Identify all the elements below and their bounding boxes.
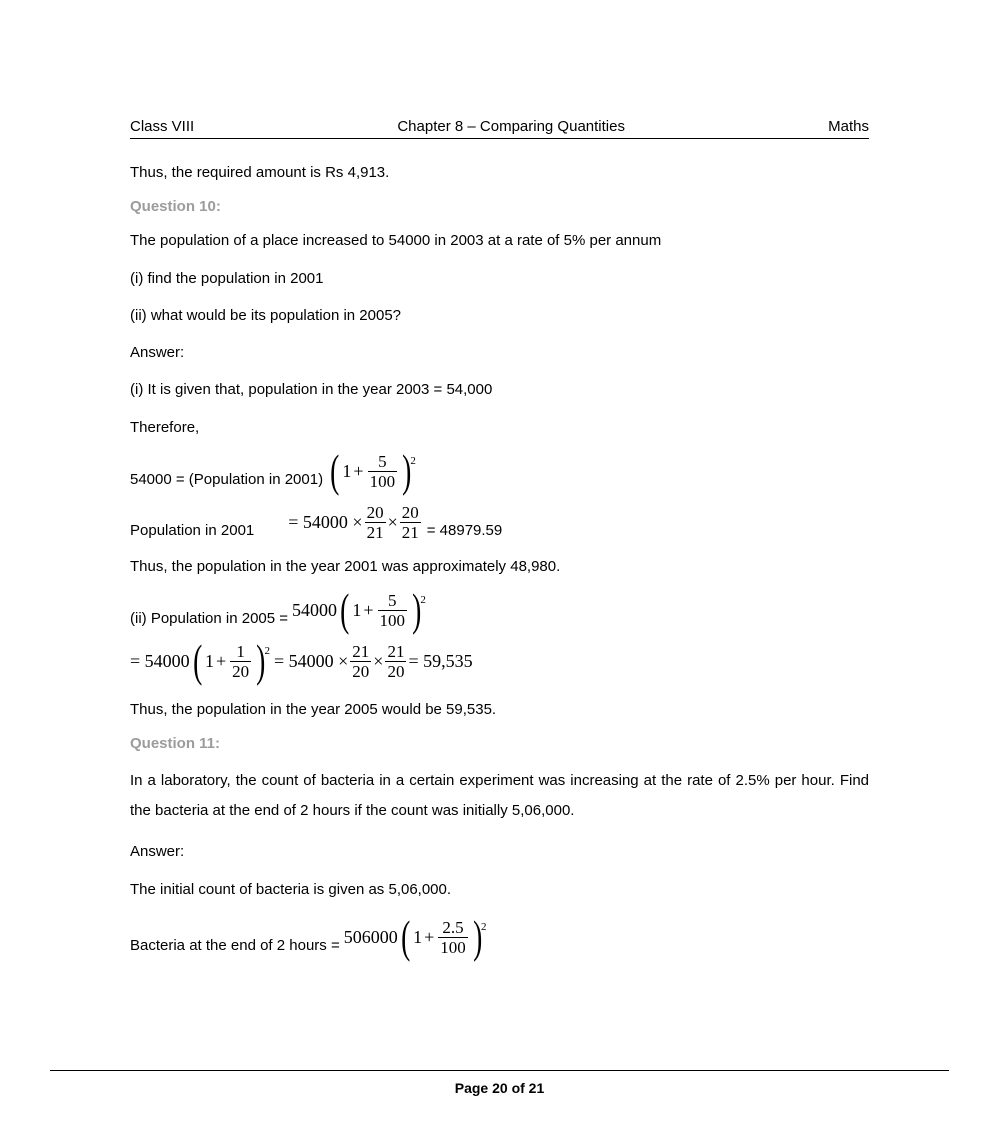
page-content: Class VIII Chapter 8 – Comparing Quantit… [0,0,999,956]
chapter-title: Chapter 8 – Comparing Quantities [397,118,625,135]
page-number: Page 20 of 21 [0,1080,999,1096]
eq3-prefix: (ii) Population in 2005 = [130,610,288,629]
q10-part-i: (i) find the population in 2001 [130,267,869,290]
q11-prompt: In a laboratory, the count of bacteria i… [130,766,869,826]
q11-given: The initial count of bacteria is given a… [130,878,869,901]
q10-given: (i) It is given that, population in the … [130,378,869,401]
eq1-math: ( 1 + 5100 ) 2 [327,453,416,490]
page-header: Class VIII Chapter 8 – Comparing Quantit… [130,118,869,139]
footer-rule [50,1070,949,1071]
subject-label: Maths [828,118,869,135]
q11-eq-prefix: Bacteria at the end of 2 hours = [130,937,340,956]
eq2-suffix: = 48979.59 [427,522,503,541]
q10-therefore: Therefore, [130,416,869,439]
q11-eq-math: 506000 ( 1 + 2.5100 ) 2 [344,919,487,956]
eq1-prefix: 54000 = (Population in 2001) [130,471,323,490]
q10-answer-label: Answer: [130,341,869,364]
question-10-heading: Question 10: [130,198,869,215]
q10-equation-2: Population in 2001 = 54000 × 2021 × 2021… [130,504,869,541]
eq2-prefix: Population in 2001 [130,522,254,541]
q10-part-ii: (ii) what would be its population in 200… [130,304,869,327]
q10-equation-4: = 54000 ( 1 + 120 ) 2 = 54000 × 2120 × 2… [130,643,869,680]
q10-equation-3: (ii) Population in 2005 = 54000 ( 1 + 51… [130,592,869,629]
question-11-heading: Question 11: [130,735,869,752]
eq3-math: 54000 ( 1 + 5100 ) 2 [292,592,426,629]
eq2-math: = 54000 × 2021 × 2021 [288,504,422,541]
q10-equation-1: 54000 = (Population in 2001) ( 1 + 5100 … [130,453,869,490]
q11-equation: Bacteria at the end of 2 hours = 506000 … [130,919,869,956]
intro-line: Thus, the required amount is Rs 4,913. [130,161,869,184]
q10-prompt: The population of a place increased to 5… [130,229,869,252]
q11-answer-label: Answer: [130,840,869,863]
q10-result-ii: Thus, the population in the year 2005 wo… [130,698,869,721]
class-label: Class VIII [130,118,194,135]
q10-result-i: Thus, the population in the year 2001 wa… [130,555,869,578]
